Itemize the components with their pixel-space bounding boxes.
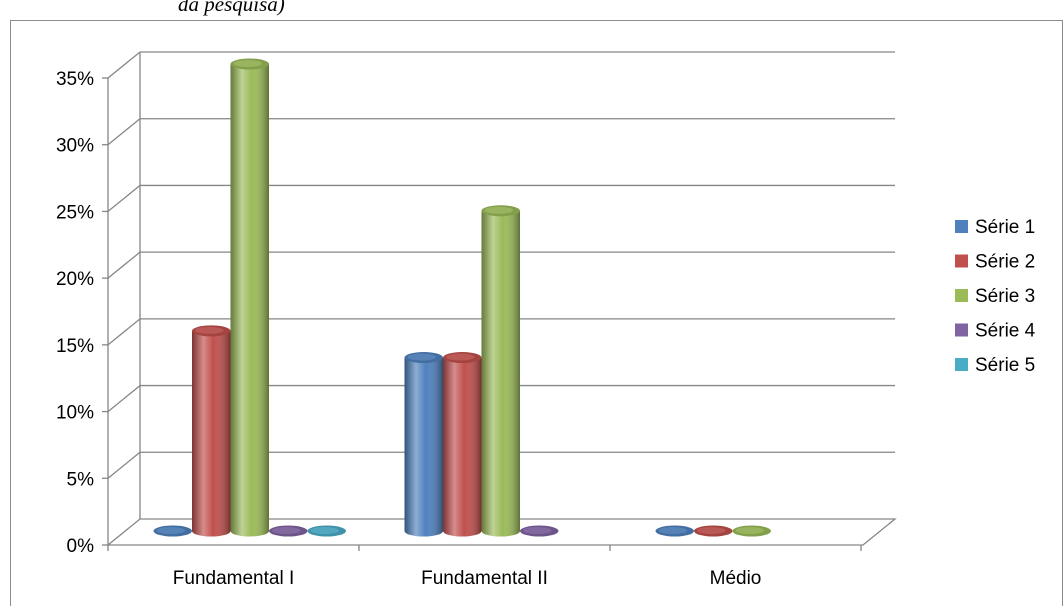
y-tick-label: 30% — [56, 136, 94, 157]
gridline-diagonal — [107, 118, 141, 146]
legend-swatch — [955, 358, 968, 371]
bar-top-highlight — [735, 527, 764, 534]
bar-shading — [481, 210, 520, 537]
legend-label: Série 2 — [975, 252, 1035, 273]
gridline-diagonal — [107, 51, 141, 79]
y-tick-label: 20% — [56, 269, 94, 290]
y-tick-label: 5% — [67, 469, 95, 490]
bar — [732, 525, 771, 537]
bar-top-highlight — [195, 326, 224, 334]
floor — [106, 518, 897, 546]
bar-top-highlight — [658, 527, 687, 534]
bar — [404, 352, 443, 537]
bar — [694, 525, 733, 537]
bar-shading — [230, 64, 269, 537]
gridline-diagonal — [107, 318, 141, 346]
bar — [443, 352, 482, 537]
y-tick-label: 10% — [56, 403, 94, 424]
bar-top-highlight — [407, 353, 436, 361]
y-tick-label: 0% — [67, 536, 95, 557]
legend: Série 1 Série 2 Série 3 Série 4 Série 5 — [955, 217, 1036, 376]
bar-shading — [443, 357, 482, 537]
x-tick-label: Fundamental I — [173, 568, 294, 589]
bar — [307, 525, 346, 537]
bar-top-highlight — [272, 527, 301, 534]
bar-top-highlight — [310, 527, 339, 534]
bar — [520, 525, 559, 537]
bar — [192, 325, 231, 537]
bar — [230, 58, 269, 537]
legend-swatch — [955, 220, 968, 233]
legend-swatch — [955, 254, 968, 268]
gridline-diagonal — [107, 385, 141, 413]
bar-shading — [404, 357, 443, 537]
legend-label: Série 1 — [975, 217, 1035, 238]
bar — [655, 525, 694, 537]
y-tick-label: 35% — [56, 69, 94, 90]
bar — [153, 525, 192, 537]
legend-swatch — [955, 323, 968, 337]
x-tick-label: Fundamental II — [421, 568, 548, 589]
bar — [481, 205, 520, 537]
legend-label: Série 5 — [975, 355, 1035, 376]
gridline-diagonal — [107, 451, 141, 479]
bar-top-highlight — [697, 527, 726, 534]
legend-label: Série 3 — [975, 286, 1035, 307]
chart-frame — [10, 20, 1063, 606]
bar — [269, 525, 308, 537]
x-tick-label: Médio — [710, 568, 762, 589]
bar-top-highlight — [446, 353, 475, 361]
bars — [153, 58, 771, 537]
bar-top-highlight — [233, 60, 262, 67]
y-tick-label: 15% — [56, 336, 94, 357]
bar-top-highlight — [484, 206, 513, 214]
axes: 0% 5% 10% 15% 20% 25% 30% 35% Fundamental I Funda… — [56, 69, 897, 589]
gridline-diagonal — [107, 251, 141, 279]
bar-top-highlight — [523, 527, 552, 534]
legend-label: Série 4 — [975, 321, 1036, 342]
bar-top-highlight — [156, 527, 185, 534]
y-tick-label: 25% — [56, 202, 94, 223]
legend-swatch — [955, 289, 968, 302]
bar-shading — [192, 330, 231, 537]
gridline-diagonal — [107, 184, 141, 212]
figure-caption: da pesquisa) — [178, 0, 285, 16]
